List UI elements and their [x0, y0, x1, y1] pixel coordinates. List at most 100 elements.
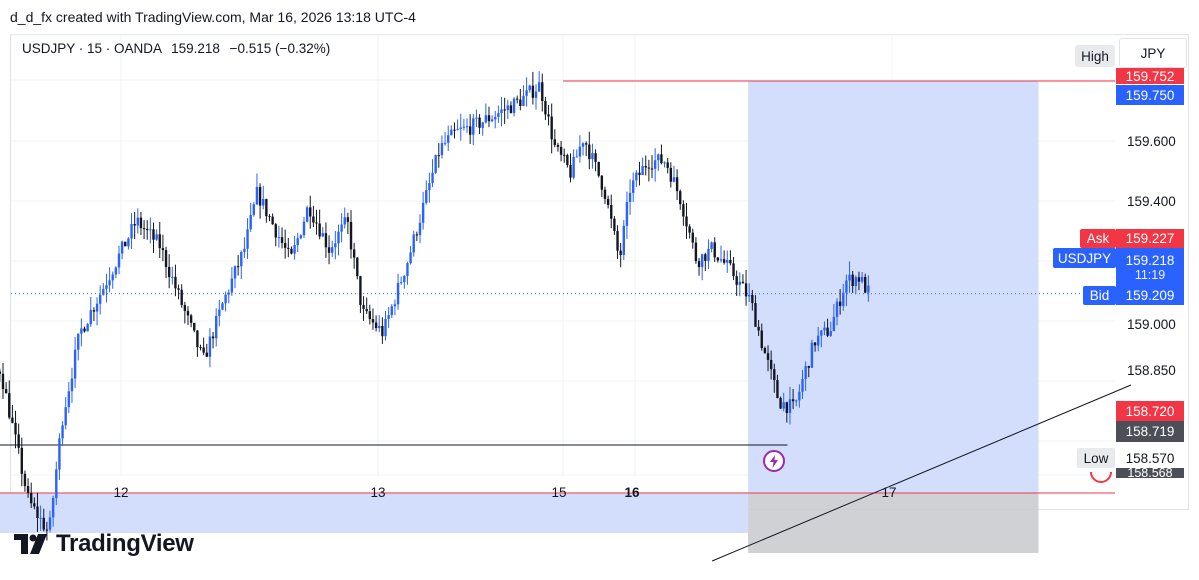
candle-body — [249, 214, 252, 230]
candle-body — [77, 333, 80, 350]
candle-body — [271, 216, 274, 225]
candle-body — [233, 266, 237, 279]
candle-body — [186, 310, 190, 316]
candle-body — [578, 146, 582, 157]
candle-body — [447, 135, 450, 143]
candle-body — [754, 303, 757, 327]
bid-label: Bid — [1083, 286, 1116, 305]
candle-body — [468, 126, 472, 135]
candle-body — [384, 318, 387, 337]
candle-body — [675, 177, 679, 192]
y-tick: 159.600 — [1127, 134, 1176, 149]
trend-line — [711, 384, 1132, 562]
candle-body — [11, 417, 14, 423]
candle-body — [8, 393, 11, 418]
candle-body — [352, 249, 356, 258]
candle-body — [478, 117, 481, 128]
lightning-icon[interactable] — [763, 450, 785, 472]
candle-body — [205, 352, 208, 357]
candle-body — [704, 254, 707, 261]
candle-body — [164, 250, 168, 267]
candle-body — [236, 266, 240, 268]
candle-body — [371, 319, 375, 323]
candle-body — [39, 517, 42, 519]
candle-body — [421, 202, 425, 223]
candle-body — [453, 129, 456, 131]
candle-body — [707, 248, 710, 261]
candle-body — [290, 248, 293, 254]
candle-body — [462, 126, 466, 128]
candle-body — [660, 154, 663, 164]
candle-body — [390, 306, 393, 316]
candle-body — [816, 335, 820, 346]
candle-body — [566, 155, 569, 166]
candle-body — [854, 277, 858, 287]
candle-body — [801, 378, 804, 392]
x-tick: 16 — [624, 485, 640, 500]
candle-body — [672, 177, 676, 182]
currency-button[interactable]: JPY — [1119, 38, 1187, 68]
candle-body — [575, 156, 578, 158]
candle-body — [218, 309, 221, 316]
candle-body — [628, 192, 632, 202]
candle-body — [255, 186, 259, 205]
candle-body — [321, 233, 324, 237]
candle-body — [588, 144, 591, 160]
candle-body — [95, 303, 99, 312]
candle-body — [324, 233, 328, 248]
candle-body — [133, 223, 136, 226]
candle-body — [33, 503, 36, 507]
candle-body — [788, 399, 792, 414]
candle-body — [760, 330, 763, 348]
symbol-info: USDJPY · 15 · OANDA — [22, 41, 162, 56]
candle-body — [632, 180, 635, 193]
candle-body — [30, 492, 33, 504]
candle-body — [136, 217, 140, 226]
candle-body — [635, 172, 638, 181]
candle-body — [757, 326, 760, 331]
candle-body — [459, 127, 462, 129]
candle-body — [769, 359, 773, 370]
candle-body — [735, 276, 738, 285]
candle-body — [726, 260, 729, 263]
candle-body — [556, 144, 560, 147]
candle-body — [48, 517, 52, 530]
candle-body — [396, 282, 400, 305]
candle-body — [189, 315, 193, 323]
ask-label: Ask — [1080, 229, 1116, 248]
tradingview-logo-icon — [14, 534, 47, 554]
candle-body — [738, 281, 742, 285]
candle-body — [515, 98, 519, 100]
candle-body — [17, 434, 20, 448]
candle-body — [653, 160, 657, 169]
candle-body — [603, 189, 607, 199]
candle-body — [710, 242, 713, 249]
candle-body — [779, 397, 782, 409]
candle-body — [685, 216, 688, 227]
last-price: 159.218 — [171, 41, 220, 56]
candle-body — [70, 378, 74, 392]
candle-body — [167, 266, 171, 277]
candle-body — [409, 252, 412, 264]
candle-body — [450, 129, 453, 136]
candle-body — [149, 229, 152, 231]
candle-body — [500, 109, 503, 114]
candle-body — [368, 311, 372, 320]
candle-body — [550, 116, 553, 140]
target-zone — [0, 493, 749, 533]
candle-body — [102, 288, 105, 295]
candle-body — [650, 168, 654, 170]
candle-body — [657, 154, 660, 161]
high-button[interactable]: High — [1075, 45, 1115, 67]
candle-body — [415, 234, 419, 236]
candle-body — [679, 191, 682, 205]
candle-body — [177, 288, 180, 290]
candle-body — [713, 242, 716, 258]
candle-body — [697, 261, 701, 268]
candle-body — [412, 234, 415, 253]
candle-body — [490, 119, 494, 122]
candle-body — [117, 253, 121, 268]
candle-body — [622, 225, 625, 255]
candle-body — [155, 234, 158, 240]
